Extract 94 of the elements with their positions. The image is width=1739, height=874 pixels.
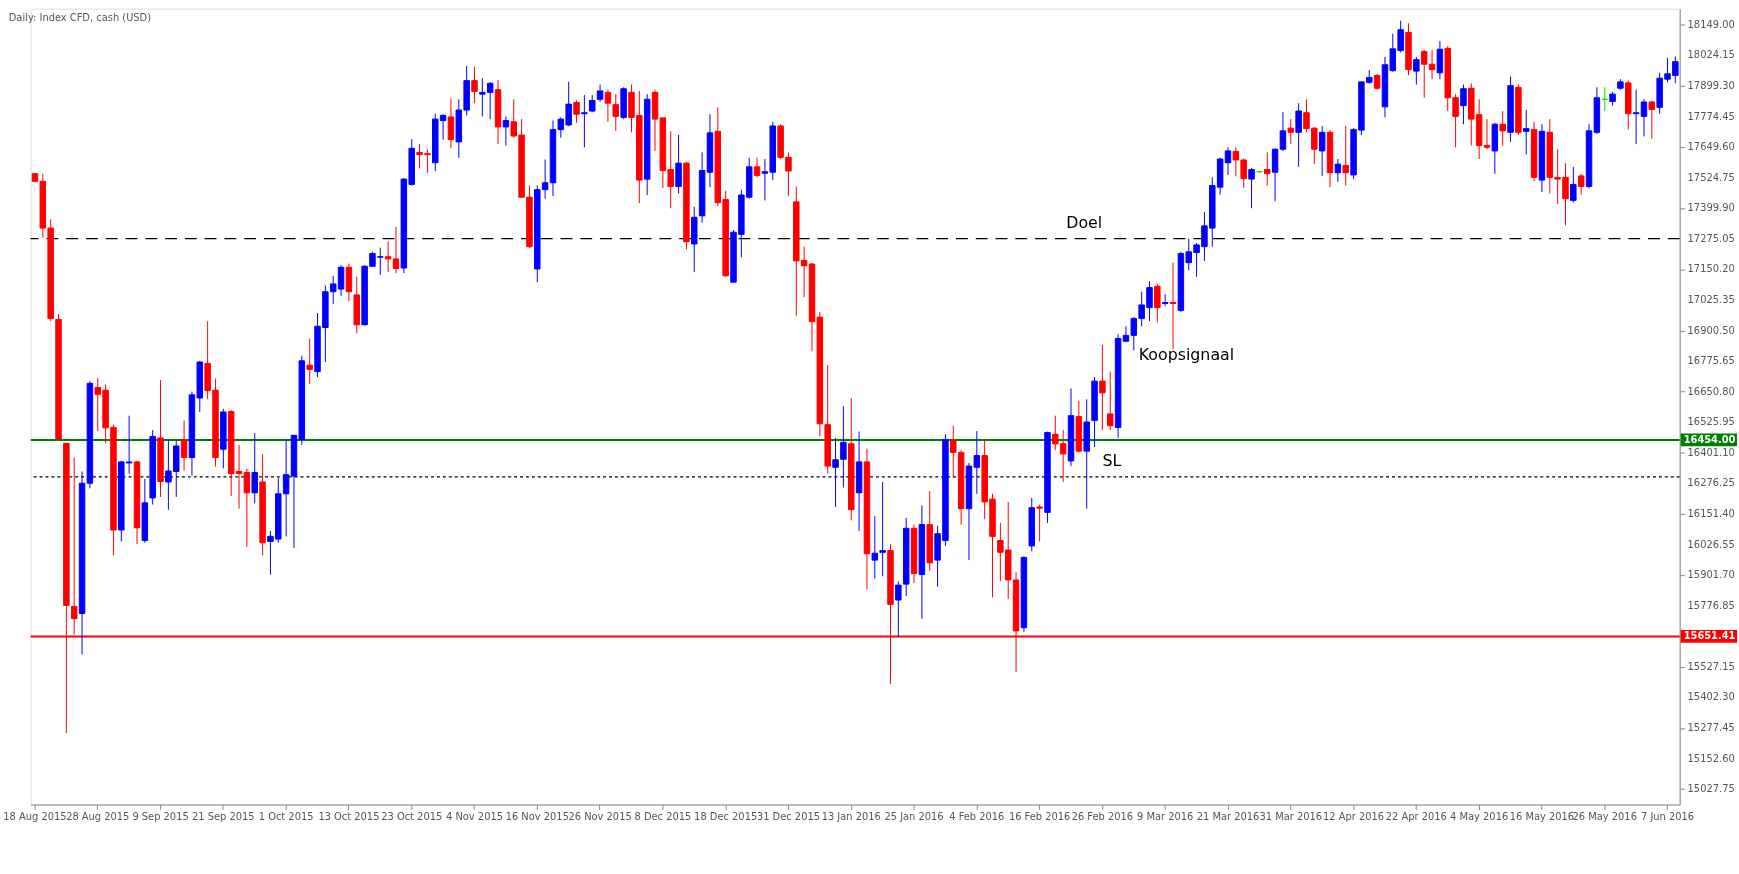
x-tick-label: 31 Dec 2015 bbox=[756, 810, 820, 822]
y-tick-label: 16900.50 bbox=[1687, 324, 1735, 336]
candlestick bbox=[180, 420, 188, 471]
candlestick bbox=[1570, 166, 1577, 204]
x-tick-label: 26 Feb 2016 bbox=[1071, 810, 1134, 822]
x-tick-label: 21 Mar 2016 bbox=[1196, 810, 1260, 822]
candlestick bbox=[1413, 56, 1420, 86]
y-tick-label: 18024.15 bbox=[1687, 49, 1735, 61]
y-tick-label: 17649.60 bbox=[1687, 141, 1735, 153]
candlestick bbox=[1107, 371, 1114, 431]
x-tick-label: 25 Jan 2016 bbox=[884, 810, 944, 822]
x-tick-label: 28 Aug 2015 bbox=[66, 810, 130, 822]
candlestick bbox=[573, 99, 580, 124]
candlestick bbox=[675, 134, 682, 195]
candlestick bbox=[1460, 84, 1467, 125]
ref-line-label: 16454.00 bbox=[1683, 433, 1736, 445]
x-tick-label: 4 Feb 2016 bbox=[949, 810, 1005, 822]
y-tick-label: 15402.30 bbox=[1687, 691, 1735, 703]
x-tick-label: 16 Nov 2015 bbox=[505, 810, 569, 822]
x-tick-label: 9 Mar 2016 bbox=[1137, 810, 1194, 822]
y-tick-label: 16650.80 bbox=[1687, 385, 1735, 397]
candlestick bbox=[1279, 111, 1287, 152]
candlestick bbox=[581, 94, 588, 148]
x-tick-label: 7 Jun 2016 bbox=[1640, 810, 1695, 822]
chart-title: Daily: Index CFD, cash (USD) bbox=[8, 11, 152, 23]
candlestick bbox=[251, 432, 258, 504]
ref-line-label: 15651.41 bbox=[1683, 630, 1736, 642]
x-tick-label: 18 Aug 2015 bbox=[3, 810, 67, 822]
y-tick-label: 16525.95 bbox=[1687, 416, 1735, 428]
y-tick-label: 16026.55 bbox=[1687, 538, 1735, 550]
y-tick-label: 15277.45 bbox=[1687, 721, 1735, 733]
candlestick bbox=[1154, 283, 1161, 324]
candlestick bbox=[1271, 147, 1279, 202]
candlestick bbox=[447, 97, 455, 149]
x-tick-label: 22 Apr 2016 bbox=[1385, 810, 1447, 822]
candlestick bbox=[502, 115, 510, 147]
candlestick bbox=[1436, 40, 1444, 80]
annotation: Koopsignaal bbox=[1138, 344, 1235, 364]
candlestick bbox=[1263, 151, 1271, 186]
y-tick-label: 16151.40 bbox=[1687, 507, 1735, 519]
candlestick bbox=[604, 89, 612, 123]
y-tick-label: 17774.45 bbox=[1687, 110, 1735, 122]
candlestick bbox=[879, 481, 886, 577]
candlestick bbox=[1648, 99, 1656, 140]
y-tick-label: 17524.75 bbox=[1687, 171, 1735, 183]
candlestick bbox=[1499, 110, 1506, 147]
candlestick bbox=[753, 157, 761, 178]
x-tick-label: 4 May 2016 bbox=[1450, 810, 1509, 822]
x-tick-label: 16 May 2016 bbox=[1509, 810, 1575, 822]
ref-line-label: Doel bbox=[1066, 212, 1103, 232]
candlestick bbox=[612, 93, 620, 132]
y-tick-label: 15027.75 bbox=[1687, 783, 1735, 795]
candlestick bbox=[1342, 125, 1349, 186]
x-tick-label: 13 Oct 2015 bbox=[318, 810, 380, 822]
y-tick-label: 17025.35 bbox=[1687, 293, 1735, 305]
x-tick-label: 23 Oct 2015 bbox=[381, 810, 443, 822]
candlestick bbox=[471, 66, 478, 104]
candlestick bbox=[1334, 158, 1342, 183]
candlestick bbox=[1295, 102, 1302, 168]
x-tick-label: 26 Nov 2015 bbox=[568, 810, 632, 822]
candlestick bbox=[1577, 173, 1585, 196]
y-tick-label: 16276.25 bbox=[1687, 477, 1735, 489]
x-tick-label: 8 Dec 2015 bbox=[634, 810, 692, 822]
candlestick bbox=[1287, 118, 1295, 145]
x-tick-label: 21 Sep 2015 bbox=[192, 810, 255, 822]
x-tick-label: 12 Apr 2016 bbox=[1323, 810, 1385, 822]
x-tick-label: 26 May 2016 bbox=[1572, 810, 1637, 822]
y-tick-label: 15776.85 bbox=[1687, 599, 1735, 611]
x-tick-label: 16 Feb 2016 bbox=[1008, 810, 1071, 822]
y-tick-label: 15901.70 bbox=[1687, 569, 1735, 581]
x-tick-label: 9 Sep 2015 bbox=[132, 810, 189, 822]
y-tick-label: 15152.60 bbox=[1687, 752, 1735, 764]
y-tick-label: 18149.00 bbox=[1687, 18, 1735, 30]
candlestick bbox=[1169, 262, 1177, 350]
ref-line-label: SL bbox=[1102, 450, 1122, 470]
y-tick-label: 17150.20 bbox=[1687, 263, 1735, 275]
candlestick bbox=[1318, 125, 1326, 177]
candlestick bbox=[1522, 109, 1530, 156]
y-tick-label: 17399.90 bbox=[1687, 202, 1735, 214]
y-tick-label: 17275.05 bbox=[1687, 232, 1735, 244]
candlestick bbox=[306, 338, 313, 385]
candlestick bbox=[1099, 344, 1106, 431]
candlestick bbox=[1248, 167, 1255, 209]
x-tick-label: 13 Jan 2016 bbox=[821, 810, 881, 822]
y-tick-label: 15527.15 bbox=[1687, 660, 1735, 672]
y-tick-label: 16401.10 bbox=[1687, 446, 1735, 458]
candlestick bbox=[871, 515, 879, 580]
x-tick-label: 31 Mar 2016 bbox=[1259, 810, 1323, 822]
x-tick-label: 18 Dec 2015 bbox=[694, 810, 758, 822]
y-tick-label: 16775.65 bbox=[1687, 355, 1735, 367]
x-tick-label: 4 Nov 2015 bbox=[446, 810, 503, 822]
candlestick bbox=[1036, 504, 1043, 543]
x-tick-label: 1 Oct 2015 bbox=[258, 810, 314, 822]
y-tick-label: 17899.30 bbox=[1687, 79, 1735, 91]
